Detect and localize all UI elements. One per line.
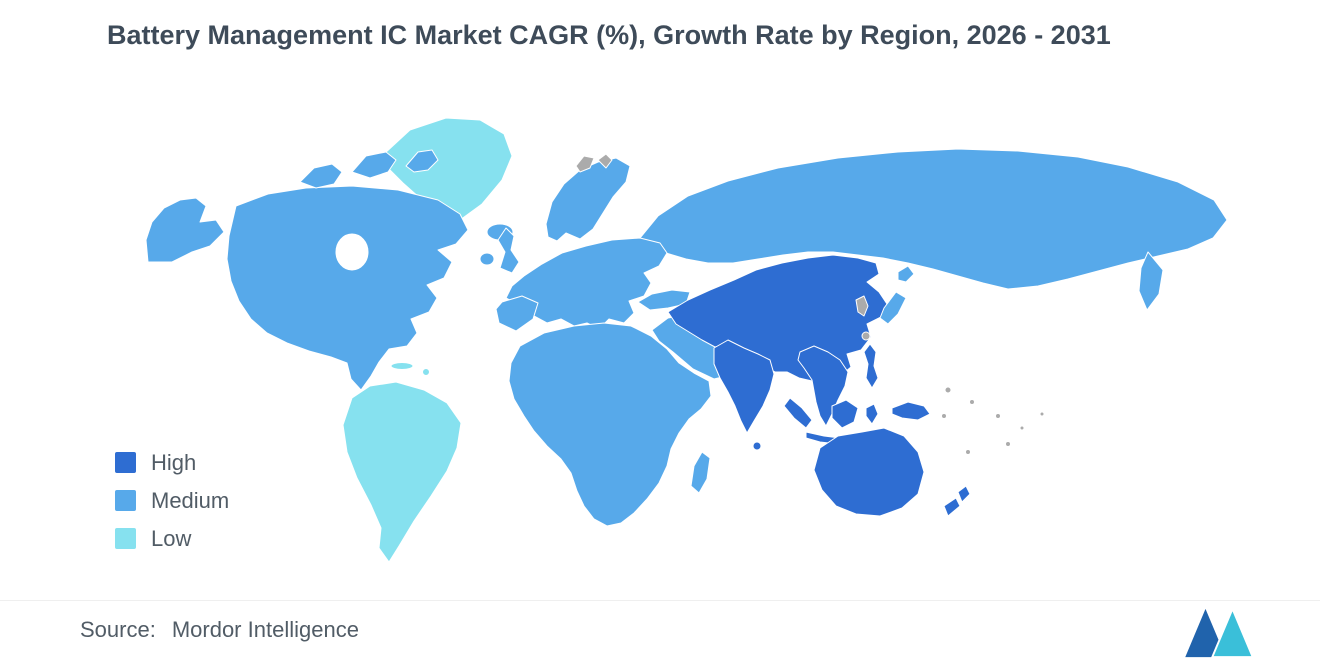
source-prefix: Source: <box>80 617 156 642</box>
legend-swatch-low <box>115 528 136 549</box>
brand-logo <box>1185 606 1254 659</box>
region-svalbard-1 <box>575 155 595 173</box>
region-japan-honshu <box>879 291 907 325</box>
region-india <box>713 339 775 434</box>
region-kamchatka <box>1138 251 1164 311</box>
region-japan-hokkaido <box>897 265 915 283</box>
region-australia <box>813 427 925 517</box>
region-sri-lanka <box>752 441 762 451</box>
region-pacific-island-8 <box>965 449 971 455</box>
region-north-america <box>226 185 469 391</box>
region-scandinavia <box>545 157 631 242</box>
legend-label-high: High <box>151 450 197 475</box>
legend-label-low: Low <box>151 526 192 551</box>
region-africa <box>508 322 712 527</box>
region-sulawesi <box>865 403 879 425</box>
region-pacific-island-7 <box>1005 441 1011 447</box>
brand-logo-right-peak <box>1210 606 1254 659</box>
region-arctic-island-1 <box>299 163 343 189</box>
legend-item-high: High <box>115 450 229 475</box>
legend: High Medium Low <box>115 450 230 551</box>
region-pacific-island-3 <box>995 413 1001 419</box>
region-new-zealand-south <box>943 497 961 517</box>
region-philippines <box>863 343 879 389</box>
region-russia <box>639 148 1228 290</box>
region-pacific-island-6 <box>941 413 947 419</box>
region-new-guinea <box>891 401 931 421</box>
region-europe-mainland <box>505 237 668 330</box>
region-arctic-island-3 <box>405 149 439 173</box>
region-south-america <box>342 381 462 563</box>
brand-logo-left-peak <box>1185 608 1226 658</box>
region-new-zealand-north <box>957 485 971 503</box>
legend-swatch-medium <box>115 490 136 511</box>
legend-item-low: Low <box>115 526 229 551</box>
region-sumatra <box>783 397 813 429</box>
region-alaska <box>145 197 225 263</box>
footer: Source: Mordor Intelligence <box>0 600 1320 665</box>
legend-swatch-high <box>115 452 136 473</box>
region-iberia <box>495 295 539 332</box>
region-taiwan <box>861 331 871 341</box>
region-ireland <box>479 252 495 266</box>
region-pacific-island-4 <box>1019 425 1025 431</box>
region-korea <box>855 295 869 317</box>
region-svalbard-2 <box>597 153 613 169</box>
region-cuba <box>390 362 414 370</box>
region-arctic-island-2 <box>351 151 397 179</box>
region-pacific-island-1 <box>944 386 952 394</box>
region-madagascar <box>690 451 711 494</box>
chart-title: Battery Management IC Market CAGR (%), G… <box>107 20 1111 50</box>
source-name: Mordor Intelligence <box>171 617 359 642</box>
region-pacific-island-2 <box>969 399 975 405</box>
hudson-bay <box>335 233 369 271</box>
region-pacific-island-5 <box>1039 411 1045 417</box>
region-borneo <box>831 399 859 429</box>
region-hispaniola <box>422 368 430 376</box>
legend-label-medium: Medium <box>151 488 230 513</box>
source-line: Source: Mordor Intelligence <box>80 617 359 643</box>
legend-item-medium: Medium <box>115 488 230 513</box>
region-turkey <box>637 289 691 311</box>
region-uk <box>497 227 520 274</box>
